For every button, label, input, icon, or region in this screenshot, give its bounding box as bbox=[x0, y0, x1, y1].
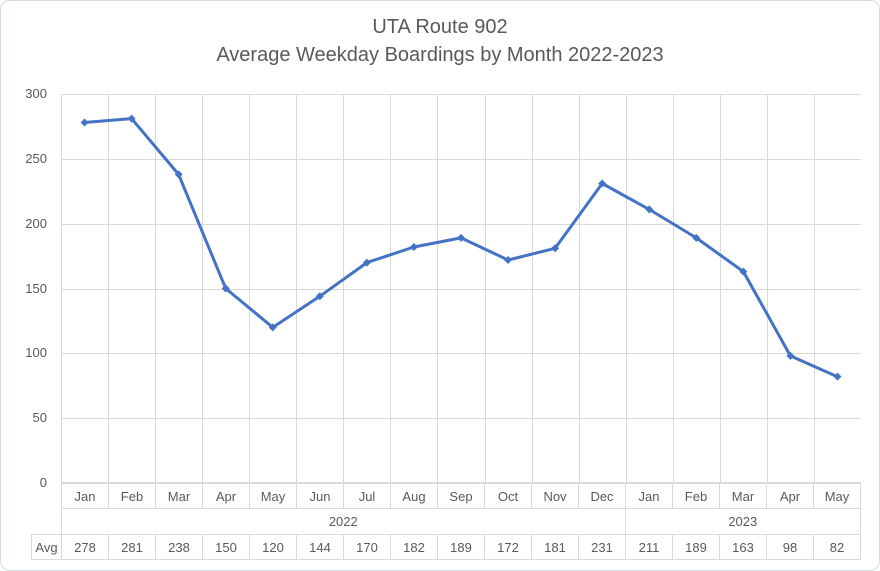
y-axis-tick-label: 0 bbox=[39, 475, 47, 490]
data-point-marker bbox=[221, 284, 230, 293]
month-label: Sep bbox=[438, 484, 485, 508]
data-table-value: 120 bbox=[250, 535, 297, 559]
data-table-value: 278 bbox=[62, 535, 109, 559]
y-axis-tick-label: 50 bbox=[32, 410, 47, 426]
month-label: Feb bbox=[109, 484, 156, 508]
month-label: Mar bbox=[156, 484, 203, 508]
data-table-value: 182 bbox=[391, 535, 438, 559]
y-axis-tick-label: 200 bbox=[25, 215, 47, 231]
data-table-value: 181 bbox=[532, 535, 579, 559]
month-label: Feb bbox=[673, 484, 720, 508]
data-table-row-header: Avg bbox=[32, 535, 62, 559]
data-point-marker bbox=[833, 372, 842, 381]
data-table-value: 189 bbox=[438, 535, 485, 559]
data-point-marker bbox=[739, 267, 748, 276]
data-table-value: 231 bbox=[579, 535, 626, 559]
data-table-value: 144 bbox=[297, 535, 344, 559]
data-table-value: 211 bbox=[626, 535, 673, 559]
data-table-value: 150 bbox=[203, 535, 250, 559]
data-table-value: 98 bbox=[767, 535, 814, 559]
data-table-value: 172 bbox=[485, 535, 532, 559]
month-label: Jan bbox=[62, 484, 109, 508]
data-point-marker bbox=[409, 243, 418, 252]
month-label: Apr bbox=[203, 484, 250, 508]
data-point-marker bbox=[362, 258, 371, 267]
data-point-marker bbox=[645, 205, 654, 214]
chart-title-line1: UTA Route 902 bbox=[372, 16, 508, 38]
month-label: Jul bbox=[344, 484, 391, 508]
month-label: Apr bbox=[767, 484, 814, 508]
y-axis-tick-label: 150 bbox=[25, 280, 47, 296]
data-point-marker bbox=[174, 170, 183, 179]
month-label: May bbox=[814, 484, 861, 508]
month-axis-row: Jan Feb Mar Apr May Jun Jul Aug Sep Oct Nov Dec Jan F… bbox=[61, 483, 861, 509]
y-axis-tick-label: 100 bbox=[25, 345, 47, 361]
data-point-marker bbox=[692, 233, 701, 242]
month-label: Nov bbox=[532, 484, 579, 508]
data-table-value: 163 bbox=[720, 535, 767, 559]
data-series-line bbox=[83, 117, 839, 379]
month-label: May bbox=[250, 484, 297, 508]
month-label: Mar bbox=[720, 484, 767, 508]
month-label: Dec bbox=[579, 484, 626, 508]
chart-title: UTA Route 902 Average Weekday Boardings … bbox=[1, 13, 879, 69]
year-label: 2023 bbox=[626, 509, 861, 534]
data-table-value: 170 bbox=[344, 535, 391, 559]
data-point-marker bbox=[551, 244, 560, 253]
data-point-marker bbox=[598, 179, 607, 188]
data-table-value: 238 bbox=[156, 535, 203, 559]
data-point-marker bbox=[315, 292, 324, 301]
data-table-value: 82 bbox=[814, 535, 861, 559]
y-axis-tick-label: 250 bbox=[25, 150, 47, 166]
month-label: Jun bbox=[297, 484, 344, 508]
data-point-marker bbox=[504, 255, 513, 264]
year-axis-row: 2022 2023 bbox=[61, 509, 861, 534]
data-table-row: Avg 278 281 238 150 120 144 170 182 189 172 181 231 2… bbox=[31, 534, 861, 560]
month-label: Aug bbox=[391, 484, 438, 508]
y-axis-tick-label: 300 bbox=[25, 86, 47, 101]
data-point-marker bbox=[457, 233, 465, 242]
month-label: Oct bbox=[485, 484, 532, 508]
data-point-marker bbox=[80, 118, 89, 127]
chart-title-line2: Average Weekday Boardings by Month 2022-… bbox=[216, 44, 664, 66]
data-table-value: 281 bbox=[109, 535, 156, 559]
month-label: Jan bbox=[626, 484, 673, 508]
data-point-marker bbox=[268, 323, 277, 332]
data-point-marker bbox=[786, 351, 795, 360]
year-label: 2022 bbox=[62, 509, 626, 534]
data-table-value: 189 bbox=[673, 535, 720, 559]
plot-area bbox=[61, 94, 861, 483]
